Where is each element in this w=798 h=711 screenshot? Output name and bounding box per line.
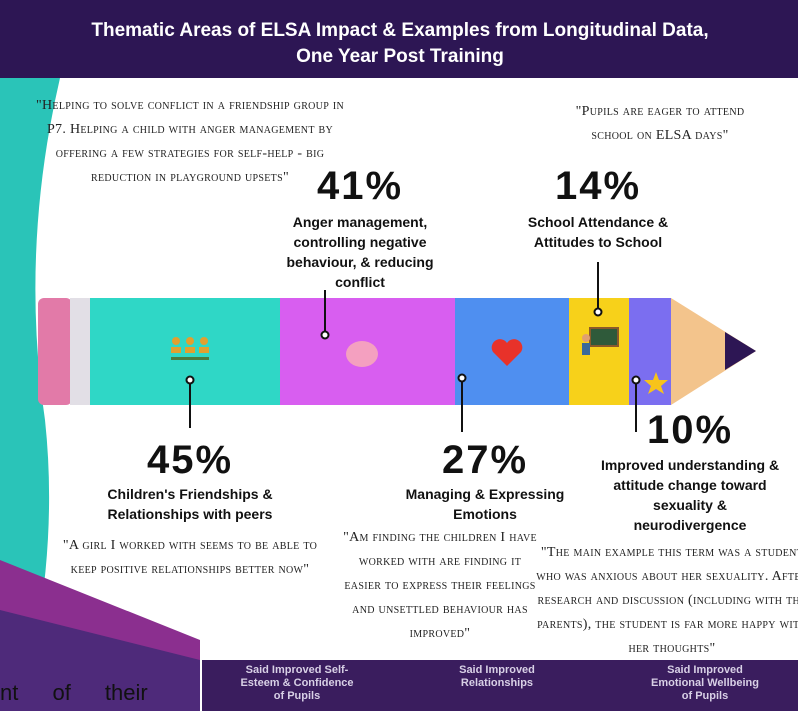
text-line: Anger management, [286, 212, 433, 232]
text-line: Said Improved Self- [240, 664, 353, 677]
ferrule [70, 298, 90, 405]
text-line: reduction in playground upsets" [36, 166, 344, 190]
eraser [38, 298, 72, 405]
text-line: "Helping to solve conflict in a friendsh… [36, 94, 344, 118]
text-fragment: nt of their [0, 680, 148, 706]
shape [186, 337, 194, 345]
percentage: 14% [555, 164, 641, 208]
shape [185, 347, 195, 353]
text-line: "Am finding the children I have [343, 526, 537, 550]
text-line: research and discussion (including with … [536, 589, 798, 613]
shape [200, 337, 208, 345]
brain-icon [346, 341, 378, 367]
shape [582, 343, 590, 355]
text-line: Said Improved [651, 664, 759, 677]
text-line: Relationships [459, 677, 535, 690]
text-line: and unsettled behaviour has [343, 598, 537, 622]
text-line: conflict [286, 272, 433, 292]
text-line: School Attendance & [528, 212, 668, 232]
theme-label: Children's Friendships &Relationships wi… [107, 484, 272, 524]
shape [459, 375, 466, 382]
theme-label: Improved understanding &attitude change … [601, 455, 779, 535]
shape [172, 337, 180, 345]
theme-label: School Attendance &Attitudes to School [528, 212, 668, 252]
text-line: behaviour, & reducing [286, 252, 433, 272]
quote: "The main example this term was a studen… [536, 541, 798, 661]
text-line: "Pupils are eager to attend [576, 100, 745, 124]
shape [595, 309, 602, 316]
infographic: Thematic Areas of ELSA Impact & Examples… [0, 0, 798, 711]
shape [582, 334, 590, 342]
text-line: Children's Friendships & [107, 484, 272, 504]
pencil-lead [725, 332, 756, 370]
text-line: Relationships with peers [107, 504, 272, 524]
shape [171, 347, 181, 353]
title: Thematic Areas of ELSA Impact & Examples… [91, 18, 708, 70]
shape [322, 332, 329, 339]
text-line: who was anxious about her sexuality. Aft… [536, 565, 798, 589]
quote: "A girl I worked with seems to be able t… [63, 534, 317, 582]
text-line: school on ELSA days" [576, 124, 745, 148]
text-line: Said Improved [459, 664, 535, 677]
pencil [38, 298, 756, 405]
shape [199, 347, 209, 353]
text-line: controlling negative [286, 232, 433, 252]
text-line: Improved understanding & [601, 455, 779, 475]
shape [590, 328, 618, 346]
text-line: of Pupils [651, 690, 759, 703]
percentage: 10% [647, 408, 733, 452]
quote: "Helping to solve conflict in a friendsh… [36, 94, 344, 190]
text-line: Thematic Areas of ELSA Impact & Examples… [91, 18, 708, 44]
shape [171, 357, 209, 360]
shape [187, 377, 194, 384]
text-line: of Pupils [240, 690, 353, 703]
text-line: Emotions [406, 504, 565, 524]
text-line: parents), the student is far more happy … [536, 613, 798, 637]
text-line: sexuality & [601, 495, 779, 515]
text-line: keep positive relationships better now" [63, 558, 317, 582]
text-line: P7. Helping a child with anger managemen… [36, 118, 344, 142]
text-line: easier to express their feelings [343, 574, 537, 598]
text-line: Managing & Expressing [406, 484, 565, 504]
text-line: Attitudes to School [528, 232, 668, 252]
text-line: "The main example this term was a studen… [536, 541, 798, 565]
percentage: 27% [442, 438, 528, 482]
text-line: One Year Post Training [91, 44, 708, 70]
text-line: Esteem & Confidence [240, 677, 353, 690]
shape [633, 377, 640, 384]
text-line: Emotional Wellbeing [651, 677, 759, 690]
text-line: improved" [343, 622, 537, 646]
text-line: attitude change toward [601, 475, 779, 495]
percentage: 41% [317, 164, 403, 208]
text-line: offering a few strategies for self-help … [36, 142, 344, 166]
text-line: worked with are finding it [343, 550, 537, 574]
percentage: 45% [147, 438, 233, 482]
text-line: "A girl I worked with seems to be able t… [63, 534, 317, 558]
text-line: neurodivergence [601, 515, 779, 535]
text-line: her thoughts" [536, 637, 798, 661]
